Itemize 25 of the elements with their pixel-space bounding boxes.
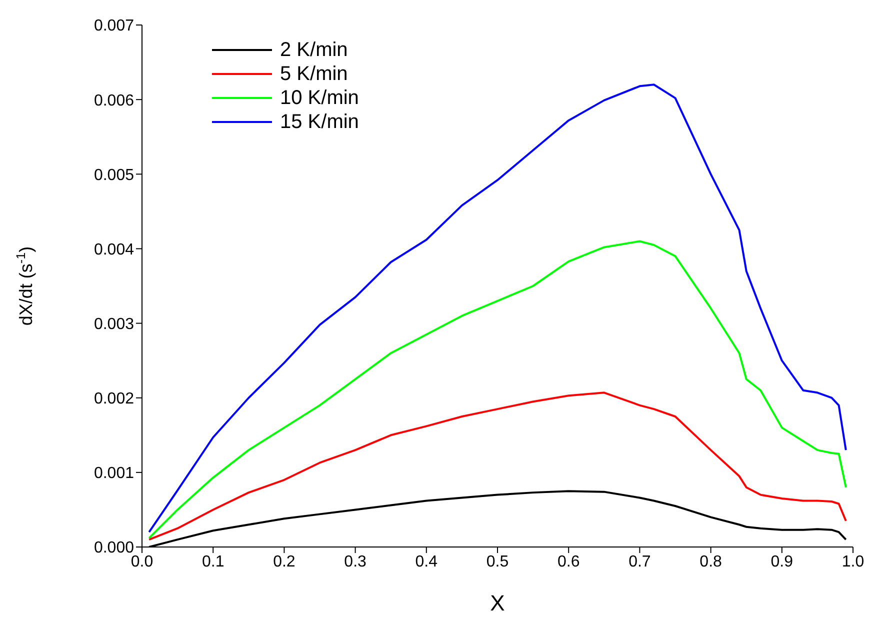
line-series <box>148 392 847 541</box>
x-tick-label: 0.2 <box>273 553 296 570</box>
y-tick-label: 0.007 <box>94 18 134 35</box>
x-tick-label: 0.9 <box>770 553 794 570</box>
legend-label: 5 K/min <box>280 63 348 85</box>
x-tick-label: 0.5 <box>486 553 509 570</box>
line-series <box>148 240 847 540</box>
y-tick-label: 0.002 <box>94 390 134 408</box>
y-tick-label: 0.001 <box>94 465 134 482</box>
x-tick-label: 0.4 <box>415 553 438 570</box>
x-tick-label: 0.7 <box>628 553 651 570</box>
y-tick-label: 0.006 <box>94 92 134 110</box>
x-axis-title: X <box>490 590 506 616</box>
legend-label: 2 K/min <box>280 39 348 61</box>
x-tick-label: 0.3 <box>344 553 367 570</box>
x-tick-label: 0.8 <box>700 553 722 570</box>
x-tick-label: 0.6 <box>557 553 580 570</box>
y-tick-label: 0.005 <box>94 166 134 184</box>
y-tick-label: 0.004 <box>94 241 134 258</box>
line-series <box>148 84 847 534</box>
legend-label: 15 K/min <box>280 111 359 133</box>
legend-label: 10 K/min <box>280 87 359 109</box>
x-tick-label: 0.1 <box>202 553 224 570</box>
y-tick-label: 0.003 <box>94 316 134 333</box>
x-tick-label: 1.0 <box>842 553 864 570</box>
